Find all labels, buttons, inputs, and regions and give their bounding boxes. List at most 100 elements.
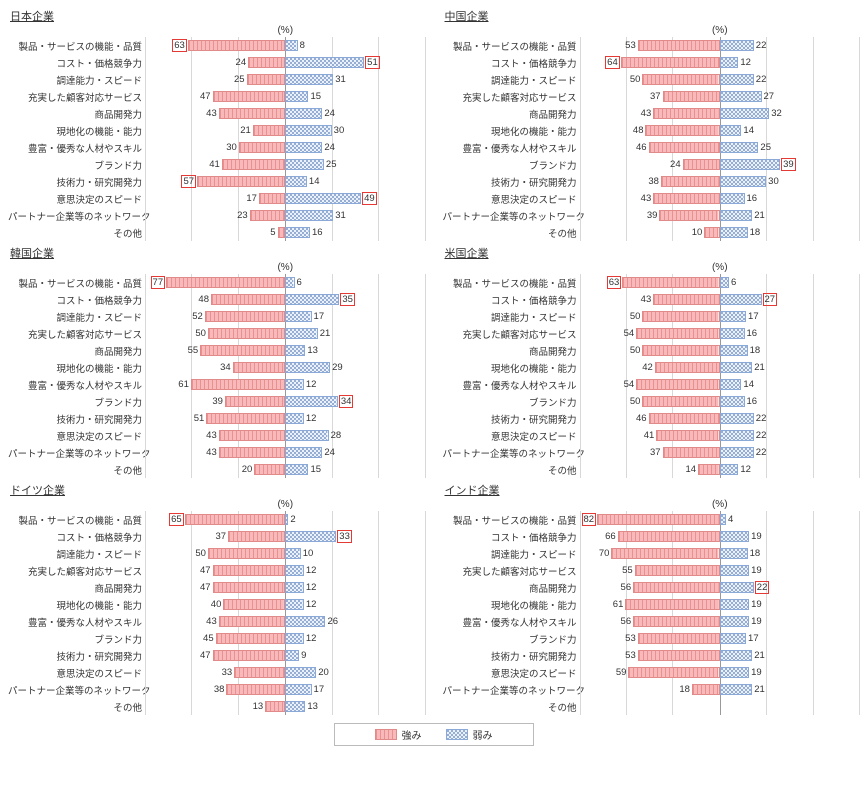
chart-row: 商品開発力4712 — [8, 579, 425, 596]
unit-label: (%) — [8, 262, 425, 273]
weakness-bar — [285, 176, 307, 187]
strength-value: 43 — [639, 108, 654, 119]
unit-label: (%) — [443, 499, 860, 510]
chart-row: 技術力・研究開発力5321 — [443, 647, 860, 664]
panel-grid: 日本企業(%)製品・サービスの機能・品質638コスト・価格競争力2451調達能力… — [8, 8, 859, 715]
strength-bar — [622, 277, 719, 288]
weakness-value: 12 — [304, 599, 319, 610]
strength-value: 43 — [204, 108, 219, 119]
weakness-value: 25 — [324, 159, 339, 170]
weakness-bar — [285, 159, 324, 170]
strength-value: 46 — [634, 142, 649, 153]
weakness-bar — [285, 142, 322, 153]
chart-row: その他516 — [8, 224, 425, 241]
strength-value: 47 — [198, 650, 213, 661]
bar-pair: 3024 — [146, 139, 425, 156]
category-label: 充実した顧客対応サービス — [8, 90, 146, 104]
strength-bar — [661, 176, 720, 187]
strength-bar — [250, 210, 286, 221]
bar-pair: 4712 — [146, 579, 425, 596]
weakness-bar — [720, 650, 752, 661]
weakness-value: 14 — [307, 176, 322, 187]
category-label: 豊富・優秀な人材やスキル — [443, 378, 581, 392]
weakness-value: 30 — [766, 176, 781, 187]
weakness-value: 22 — [754, 447, 769, 458]
weakness-value: 12 — [304, 582, 319, 593]
strength-value: 55 — [620, 565, 635, 576]
bar-pair: 2531 — [146, 71, 425, 88]
chart-row: 現地化の機能・能力2130 — [8, 122, 425, 139]
chart-panel: 米国企業(%)製品・サービスの機能・品質636コスト・価格競争力4327調達能力… — [443, 245, 860, 478]
strength-bar — [653, 108, 720, 119]
strength-value: 70 — [597, 548, 612, 559]
category-label: 充実した顧客対応サービス — [8, 327, 146, 341]
strength-value: 39 — [210, 396, 225, 407]
bar-pair: 4324 — [146, 444, 425, 461]
weakness-value: 20 — [316, 667, 331, 678]
bar-pair: 5513 — [146, 342, 425, 359]
category-label: 意思決定のスピード — [443, 192, 581, 206]
weakness-value: 51 — [365, 56, 380, 69]
weakness-value: 22 — [755, 581, 770, 594]
weakness-value: 6 — [295, 277, 304, 288]
weakness-value: 27 — [763, 293, 778, 306]
strength-bar — [208, 328, 285, 339]
category-label: 製品・サービスの機能・品質 — [8, 513, 146, 527]
bar-pair — [581, 698, 860, 715]
strength-value: 50 — [628, 74, 643, 85]
category-label: 技術力・研究開発力 — [8, 175, 146, 189]
strength-value: 24 — [668, 159, 683, 170]
weakness-value: 24 — [322, 447, 337, 458]
bar-pair: 824 — [581, 511, 860, 528]
chart-row: 充実した顧客対応サービス5519 — [443, 562, 860, 579]
bar-pair: 4512 — [146, 630, 425, 647]
category-label: パートナー企業等のネットワーク — [443, 683, 581, 697]
strength-bar — [642, 311, 719, 322]
strength-value: 47 — [198, 91, 213, 102]
chart-row: ブランド力4512 — [8, 630, 425, 647]
strength-bar — [197, 176, 285, 187]
chart-row: 商品開発力5513 — [8, 342, 425, 359]
weakness-bar — [720, 396, 745, 407]
chart-row: ブランド力2439 — [443, 156, 860, 173]
chart-row: 充実した顧客対応サービス5021 — [8, 325, 425, 342]
weakness-bar — [285, 565, 304, 576]
strength-value: 61 — [611, 599, 626, 610]
weakness-value: 21 — [752, 684, 767, 695]
weakness-bar — [720, 91, 762, 102]
chart-row: ブランド力5317 — [443, 630, 860, 647]
strength-bar — [636, 379, 720, 390]
strength-bar — [618, 531, 720, 542]
weakness-value: 19 — [749, 565, 764, 576]
strength-bar — [213, 582, 286, 593]
strength-value: 52 — [190, 311, 205, 322]
bar-pair: 5112 — [146, 410, 425, 427]
bar-pair: 3722 — [581, 444, 860, 461]
weakness-value: 12 — [304, 379, 319, 390]
strength-bar — [166, 277, 285, 288]
panel-title: インド企業 — [443, 482, 860, 498]
strength-bar — [248, 57, 285, 68]
strength-bar — [200, 345, 285, 356]
bar-pair: 479 — [146, 647, 425, 664]
weakness-bar — [285, 125, 331, 136]
strength-bar — [265, 701, 285, 712]
bar-pair: 5217 — [146, 308, 425, 325]
strength-bar — [645, 125, 719, 136]
strength-bar — [633, 616, 720, 627]
strength-value: 45 — [201, 633, 216, 644]
weakness-value: 12 — [304, 413, 319, 424]
strength-value: 5 — [268, 227, 277, 238]
diverging-bar-chart: 製品・サービスの機能・品質652コスト・価格競争力3733調達能力・スピード50… — [8, 511, 425, 715]
chart-row: 意思決定のスピード4328 — [8, 427, 425, 444]
chart-row: 技術力・研究開発力5112 — [8, 410, 425, 427]
bar-pair: 5021 — [146, 325, 425, 342]
category-label: 現地化の機能・能力 — [8, 598, 146, 612]
weakness-bar — [720, 667, 749, 678]
bar-pair: 6119 — [581, 596, 860, 613]
chart-row: 意思決定のスピード1749 — [8, 190, 425, 207]
bar-pair: 6412 — [581, 54, 860, 71]
category-label: 豊富・優秀な人材やスキル — [8, 378, 146, 392]
unit-label: (%) — [8, 25, 425, 36]
chart-panel: 韓国企業(%)製品・サービスの機能・品質776コスト・価格競争力4835調達能力… — [8, 245, 425, 478]
